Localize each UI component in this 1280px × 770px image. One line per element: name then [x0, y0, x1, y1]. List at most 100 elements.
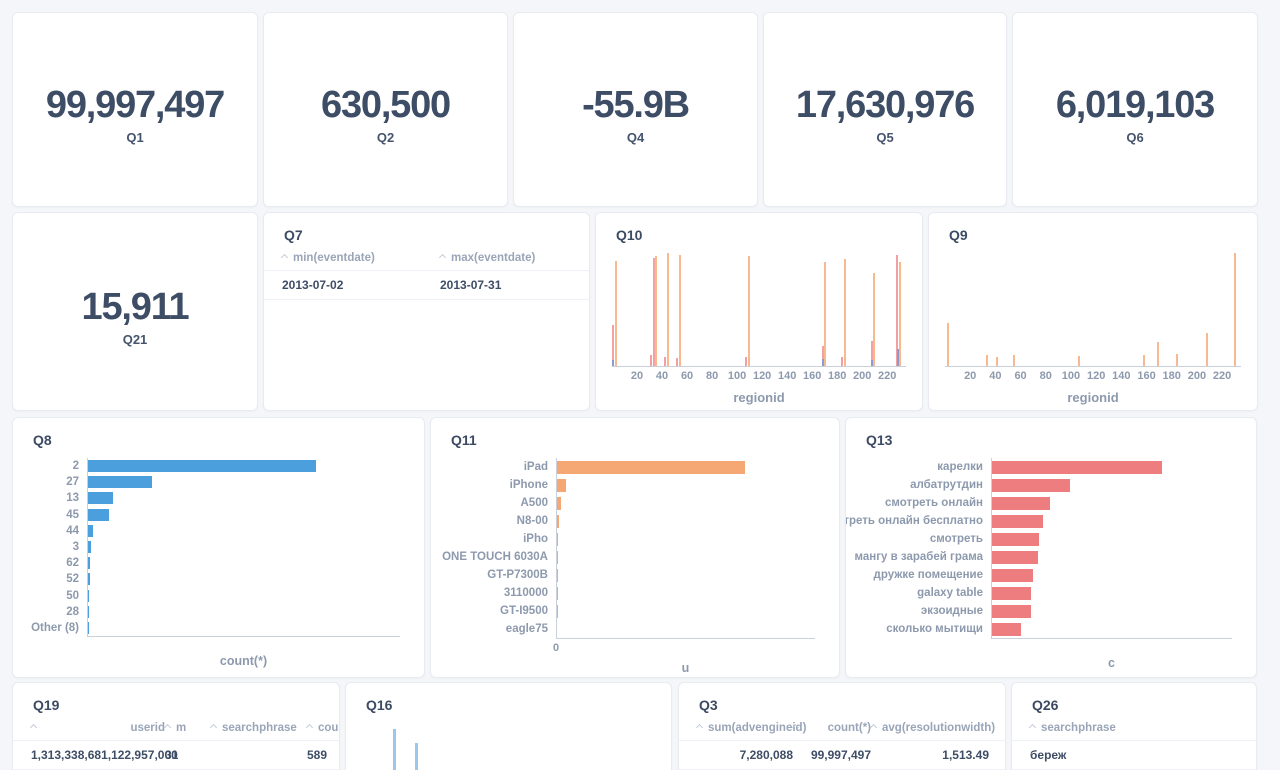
category-label: eagle75	[505, 623, 548, 635]
bar	[88, 541, 92, 554]
bar	[992, 586, 1032, 600]
bar-row	[992, 494, 1232, 512]
bar	[557, 478, 566, 492]
column-header-label: userid	[130, 721, 165, 734]
category-label: 13	[66, 492, 79, 505]
category-label: смотреть онлайн бесплатно	[846, 515, 983, 527]
column-header[interactable]: count(*)	[791, 722, 871, 734]
card-title: Q3	[699, 697, 718, 713]
table-cell: 2013-07-31	[440, 278, 502, 292]
axis-tick-label: 60	[1014, 370, 1027, 382]
category-label: GT-P7300B	[487, 569, 548, 581]
sort-caret-icon	[791, 723, 800, 732]
column-header[interactable]: searchphrase	[209, 722, 307, 734]
spike-bar	[1205, 333, 1208, 366]
axis-tick-label: 180	[828, 370, 847, 382]
axis-tick-label: 80	[705, 370, 719, 382]
plot-area: карелки албатрутдин смотреть онлайн смотрет…	[846, 458, 1232, 639]
column-header-label: searchphrase	[1041, 721, 1116, 734]
spike-bar	[649, 354, 652, 366]
bar-row	[557, 602, 815, 620]
spike-bar	[1156, 342, 1159, 366]
table-cell: береж	[1030, 748, 1067, 762]
axis-tick-label: 100	[727, 370, 747, 382]
column-header[interactable]: avg(resolutionwidth)	[869, 722, 995, 734]
axis-tick-label: 60	[680, 370, 694, 382]
category-label: 3	[72, 541, 79, 554]
card-title: Q7	[284, 227, 303, 243]
bar-chart: iPad iPhone A500 N8-00 iPho ONE TOUCH 6030A GT…	[431, 458, 839, 675]
category-label: iPad	[523, 461, 548, 473]
table-row: береж	[1012, 741, 1256, 770]
column-header-label: m	[176, 721, 187, 734]
bar-row	[992, 602, 1232, 620]
category-label: экзоидные	[920, 605, 983, 617]
card-title: Q8	[33, 432, 52, 448]
sort-caret-icon	[869, 723, 878, 732]
card-title: Q19	[33, 697, 60, 713]
column-header[interactable]: searchphrase	[1028, 721, 1230, 734]
x-axis-title: c	[1108, 656, 1115, 670]
bar	[992, 568, 1033, 582]
stat-label: Q5	[876, 130, 894, 145]
bar-row	[992, 620, 1232, 638]
table-cell: 7,280,088	[739, 748, 793, 762]
plot-area	[612, 253, 906, 367]
column-header[interactable]: count(*)	[305, 722, 339, 734]
category-labels: карелки албатрутдин смотреть онлайн смотрет…	[846, 458, 991, 639]
stat-card-q1: 99,997,497 Q1	[12, 12, 258, 207]
sort-caret-icon	[305, 723, 314, 732]
bar	[88, 476, 152, 489]
bars-area	[87, 458, 400, 638]
sort-caret-icon	[280, 253, 289, 262]
bar-row	[88, 571, 400, 587]
axis-tick-label: 40	[989, 370, 1002, 382]
category-label: iPho	[523, 533, 548, 545]
bar	[414, 743, 418, 770]
stat-value: 6,019,103	[1055, 84, 1215, 126]
bar-row	[88, 620, 400, 636]
spike-bar	[821, 359, 824, 366]
column-header[interactable]: max(eventdate)	[438, 252, 573, 264]
bar	[88, 524, 94, 537]
table-cell: 31	[165, 748, 179, 762]
card-title: Q13	[866, 432, 893, 448]
category-label: A500	[520, 497, 549, 509]
bar-row	[557, 530, 815, 548]
column-header[interactable]: sum(advengineid)	[695, 722, 806, 734]
x-axis-ticks: 20 40 60 80 100 120 140 160 180 200 220	[945, 370, 1241, 383]
spike-bar	[652, 257, 655, 366]
column-header[interactable]: min(eventdate)	[280, 252, 440, 264]
chart-card-q8: Q8 2 27 13 45 44 3 62 52 50 28 Other (8) count(*)	[12, 417, 425, 678]
spike-bar	[985, 354, 988, 366]
table-cell: 2013-07-02	[282, 278, 344, 292]
axis-tick-label: 200	[853, 370, 872, 382]
category-label: N8-00	[516, 515, 548, 527]
sort-caret-icon	[163, 723, 172, 732]
axis-tick-label: 140	[1112, 370, 1131, 382]
x-axis-title: regionid	[1067, 390, 1119, 405]
spike-bar	[1233, 253, 1236, 366]
category-label: 27	[66, 476, 79, 489]
bar	[992, 514, 1044, 528]
table-header-row: searchphrase	[1012, 715, 1256, 741]
spike-bar	[747, 256, 750, 366]
x-axis-title: regionid	[733, 390, 785, 405]
bar	[88, 508, 110, 521]
spike-bar	[745, 356, 748, 366]
category-label: албатрутдин	[910, 479, 983, 491]
spike-bar	[896, 349, 899, 366]
spike-bar	[1143, 354, 1145, 366]
column-header[interactable]: m	[163, 721, 211, 734]
table-card-q3: Q3 sum(advengineid) count(*) avg(resolutio…	[678, 682, 1006, 770]
spike-bar	[612, 360, 615, 366]
column-header[interactable]: userid	[29, 721, 165, 734]
category-label: ONE TOUCH 6030A	[442, 551, 548, 563]
spike-bar	[898, 262, 901, 366]
bar	[992, 460, 1163, 474]
spike-bar	[995, 356, 998, 366]
table-header-row: min(eventdate) max(eventdate)	[264, 245, 589, 271]
bar	[88, 557, 91, 570]
